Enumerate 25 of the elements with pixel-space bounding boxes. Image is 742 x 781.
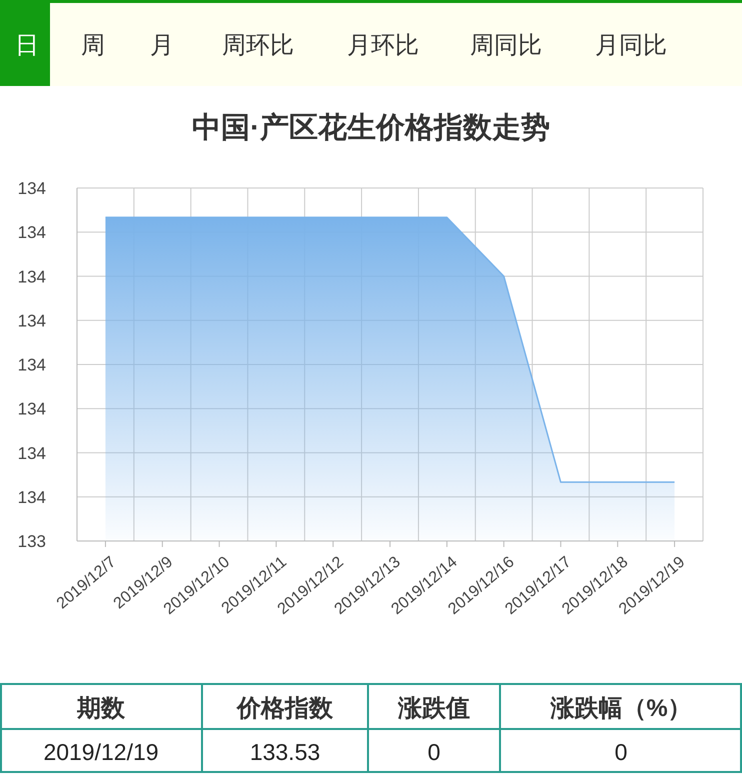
text: 周同比: [470, 32, 542, 59]
chart-title: 中国·产区花生价格指数走势: [192, 111, 550, 144]
text: 涨跌值: [397, 695, 470, 722]
y-tick-label: 134: [18, 311, 46, 330]
text: 月环比: [347, 32, 419, 59]
text: 0: [614, 739, 628, 765]
y-tick-label: 134: [18, 488, 46, 507]
y-tick-label: 134: [18, 223, 46, 242]
y-tick-label: 134: [18, 267, 46, 286]
y-tick-label: 134: [18, 356, 46, 374]
text: 月: [150, 32, 174, 59]
text: 2019/12/19: [43, 739, 159, 765]
y-tick-label: 134: [18, 400, 46, 419]
text: 日: [15, 32, 39, 59]
y-tick-label: 134: [18, 444, 46, 463]
y-tick-label: 133: [18, 532, 46, 551]
text: 周环比: [222, 32, 294, 59]
text: 涨跌幅（%）: [549, 695, 692, 722]
text: 133.53: [250, 739, 320, 765]
y-tick-label: 134: [18, 179, 46, 198]
text: 价格指数: [236, 695, 334, 722]
text: 月同比: [595, 32, 667, 59]
text: 0: [428, 739, 440, 765]
text: 期数: [76, 695, 126, 722]
text: 周: [81, 32, 105, 59]
